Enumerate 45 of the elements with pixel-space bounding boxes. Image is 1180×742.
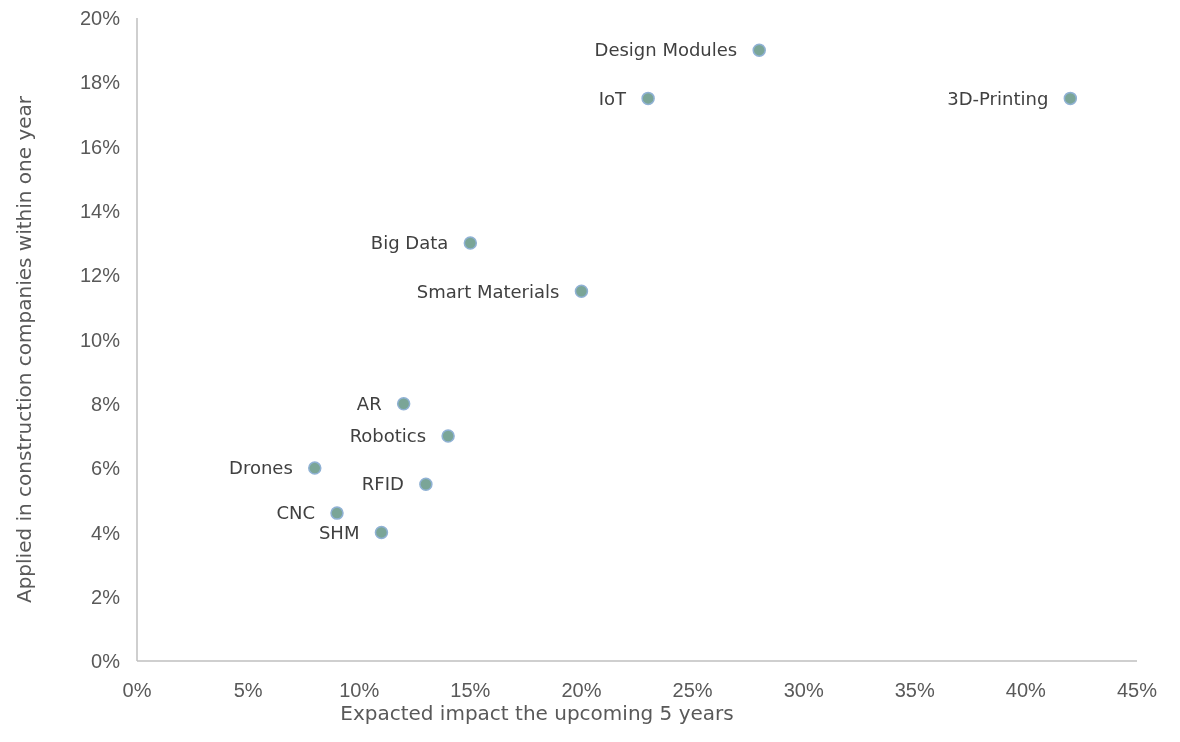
annotation: IoT	[598, 87, 628, 109]
point	[752, 43, 766, 57]
point	[463, 236, 478, 250]
annotation: AR	[356, 393, 382, 415]
y-tick-label: 6%	[91, 457, 121, 480]
point	[1063, 91, 1078, 106]
annotation: Design Modules	[594, 39, 738, 61]
point	[396, 397, 411, 411]
annotation: Drones	[229, 457, 293, 479]
y-axis-title: Applied in construction companies within one year	[12, 95, 36, 604]
y-tick-label: 12%	[79, 264, 121, 287]
y-tick-label: 14%	[79, 200, 121, 222]
y-tick-label: 8%	[91, 392, 121, 415]
annotation: Big Data	[370, 232, 449, 254]
point	[419, 477, 433, 491]
y-tick-label: 4%	[91, 521, 121, 544]
annotation: 3D-Printing	[947, 87, 1049, 109]
x-tick-label: 15%	[450, 679, 491, 702]
point	[308, 461, 322, 475]
x-tick-label: 5%	[233, 679, 263, 702]
x-tick-label: 40%	[1005, 679, 1047, 702]
annotation: Robotics	[349, 425, 427, 447]
x-tick-label: 0%	[122, 679, 152, 702]
x-axis-title: Expacted impact the upcoming 5 years	[340, 701, 734, 725]
y-tick-label: 18%	[79, 71, 121, 94]
x-tick-label: 20%	[561, 679, 602, 702]
x-tick-label: 10%	[339, 679, 380, 702]
y-tick-label: 10%	[79, 328, 121, 351]
x-tick-label: 35%	[894, 679, 936, 702]
point	[374, 525, 389, 540]
point	[574, 284, 589, 299]
point	[441, 429, 455, 443]
annotation: CNC	[276, 502, 315, 524]
annotation: Smart Materials	[416, 280, 560, 302]
annotation: RFID	[361, 473, 404, 495]
x-tick-label: 25%	[672, 679, 713, 702]
annotation: SHM	[318, 521, 360, 543]
point	[641, 91, 655, 106]
point	[330, 506, 344, 520]
y-tick-label: 0%	[91, 650, 121, 673]
y-tick-label: 16%	[79, 135, 121, 158]
x-tick-label: 30%	[783, 679, 824, 702]
y-tick-label: 20%	[79, 7, 121, 30]
x-tick-label: 45%	[1116, 679, 1158, 702]
y-tick-label: 2%	[91, 585, 121, 608]
